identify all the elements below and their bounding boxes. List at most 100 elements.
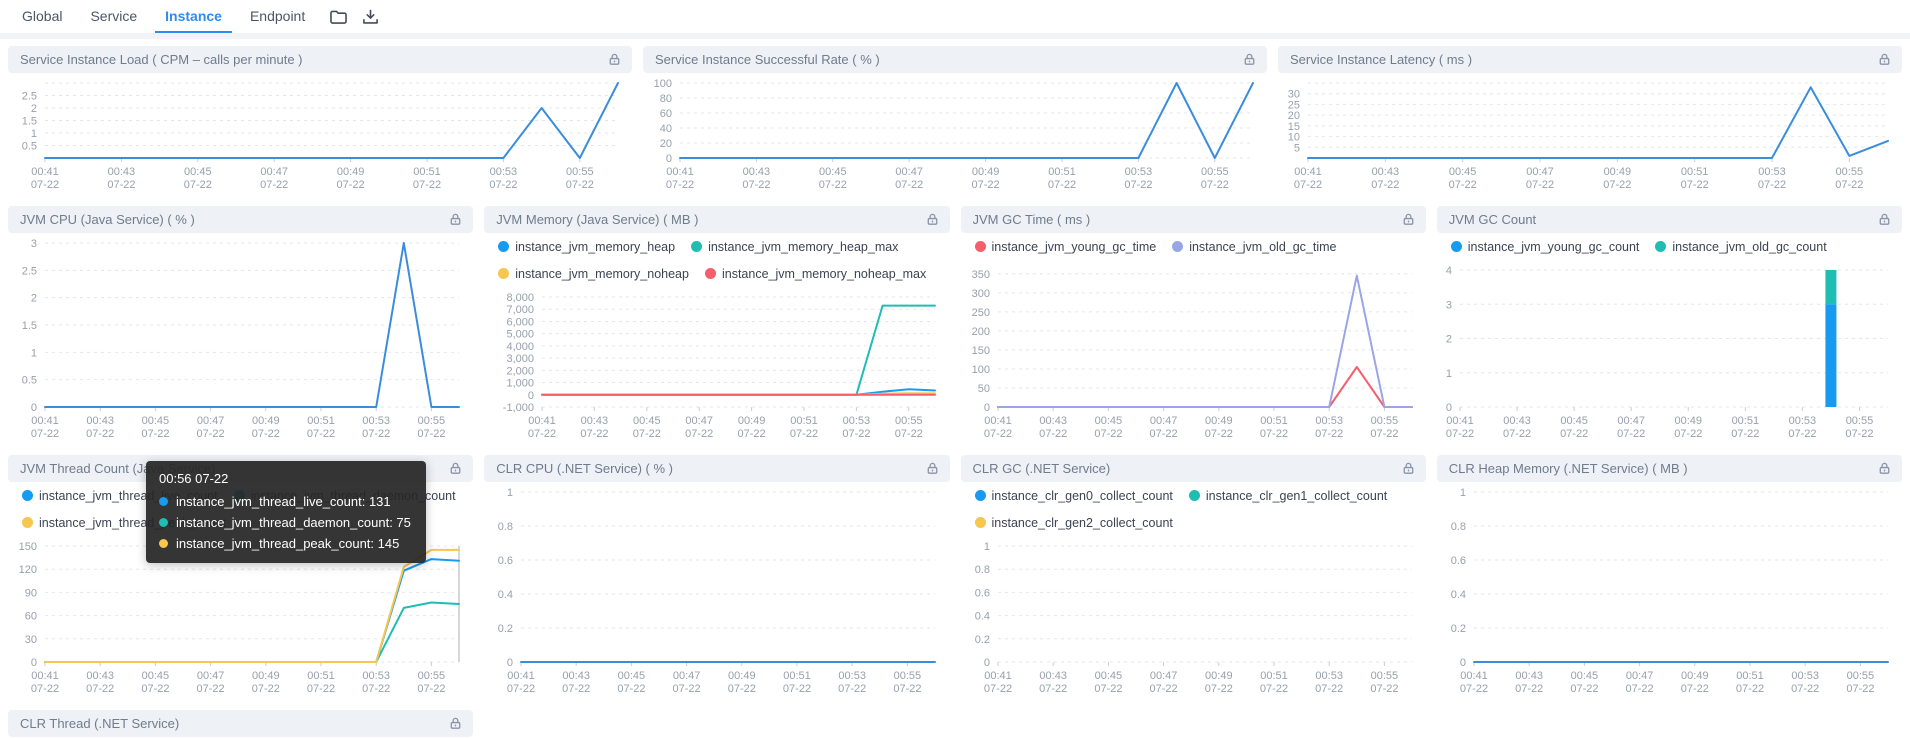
legend-item[interactable]: instance_jvm_memory_noheap (498, 267, 689, 281)
svg-text:0: 0 (983, 402, 989, 414)
chart-canvas[interactable]: 0123400:4107-2200:4307-2200:4507-2200:47… (1437, 260, 1902, 443)
legend-item[interactable]: instance_clr_gen1_collect_count (1188, 489, 1387, 503)
tooltip-dot (159, 497, 168, 506)
tab-global[interactable]: Global (12, 0, 72, 33)
svg-text:1.5: 1.5 (22, 116, 37, 128)
lock-icon[interactable] (1877, 52, 1892, 67)
chart-canvas[interactable]: 0.511.522.500:4107-2200:4307-2200:4507-2… (8, 73, 632, 194)
svg-text:0.4: 0.4 (498, 589, 513, 601)
chart-title: Service Instance Load ( CPM – calls per … (20, 52, 303, 67)
legend-row: instance_jvm_memory_heap instance_jvm_mem… (484, 233, 949, 260)
tab-label: Global (22, 7, 63, 24)
chart-title: Service Instance Latency ( ms ) (1290, 52, 1473, 67)
chart-canvas[interactable]: 5101520253000:4107-2200:4307-2200:4507-2… (1278, 73, 1902, 194)
legend-item[interactable]: instance_jvm_memory_noheap_max (704, 267, 926, 281)
svg-text:100: 100 (654, 78, 672, 90)
svg-text:07-22: 07-22 (413, 179, 441, 191)
svg-text:3: 3 (1446, 299, 1452, 311)
lock-icon[interactable] (925, 461, 940, 476)
svg-text:07-22: 07-22 (197, 428, 225, 440)
svg-text:00:49: 00:49 (1681, 670, 1709, 682)
svg-text:07-22: 07-22 (141, 428, 169, 440)
tab-service[interactable]: Service (80, 0, 147, 33)
legend-label: instance_jvm_old_gc_count (1672, 239, 1827, 254)
chart-canvas[interactable]: 00.20.40.60.8100:4107-2200:4307-2200:450… (961, 536, 1426, 698)
svg-text:00:55: 00:55 (1846, 670, 1874, 682)
svg-text:00:47: 00:47 (1626, 670, 1654, 682)
svg-text:07-22: 07-22 (1039, 683, 1067, 695)
legend-item[interactable]: instance_jvm_young_gc_count (1450, 240, 1639, 254)
chart-header: JVM CPU (Java Service) ( % ) (8, 206, 474, 233)
tooltip-dot (159, 518, 168, 527)
dashboard-grid: Service Instance Load ( CPM – calls per … (0, 39, 1910, 737)
lock-icon[interactable] (448, 461, 463, 476)
svg-text:07-22: 07-22 (895, 179, 923, 191)
chart-canvas[interactable]: 00.20.40.60.8100:4107-2200:4307-2200:450… (484, 482, 949, 698)
svg-text:00:51: 00:51 (1048, 166, 1076, 178)
svg-text:07-22: 07-22 (566, 179, 594, 191)
svg-text:2: 2 (31, 293, 37, 305)
chart-header: CLR GC (.NET Service) (960, 455, 1426, 482)
svg-text:07-22: 07-22 (260, 179, 288, 191)
legend-item[interactable]: instance_jvm_young_gc_time (974, 240, 1156, 254)
svg-text:00:53: 00:53 (1125, 166, 1153, 178)
chart-canvas[interactable]: 00.20.40.60.8100:4107-2200:4307-2200:450… (1437, 482, 1902, 698)
svg-text:0: 0 (666, 153, 672, 165)
lock-icon[interactable] (1877, 212, 1892, 227)
svg-text:07-22: 07-22 (1370, 683, 1398, 695)
legend-item[interactable]: instance_jvm_memory_heap (498, 240, 675, 254)
svg-text:00:51: 00:51 (413, 166, 441, 178)
lock-icon[interactable] (448, 716, 463, 731)
svg-text:07-22: 07-22 (1259, 428, 1287, 440)
svg-text:00:45: 00:45 (1449, 166, 1477, 178)
lock-icon[interactable] (448, 212, 463, 227)
lock-icon[interactable] (1242, 52, 1257, 67)
legend-dot (1450, 241, 1462, 252)
legend-item[interactable]: instance_jvm_memory_heap_max (691, 240, 898, 254)
chart-canvas[interactable]: 02040608010000:4107-2200:4307-2200:4507-… (643, 73, 1267, 194)
chart-canvas[interactable]: -1,00001,0002,0003,0004,0005,0006,0007,0… (484, 287, 949, 443)
lock-icon[interactable] (925, 212, 940, 227)
legend-label: instance_clr_gen2_collect_count (991, 515, 1173, 530)
legend-item[interactable]: instance_clr_gen0_collect_count (974, 489, 1173, 503)
svg-text:07-22: 07-22 (1731, 428, 1759, 440)
svg-text:-1,000: -1,000 (503, 402, 534, 414)
legend-dot (498, 241, 510, 252)
chart-canvas[interactable]: 05010015020025030035000:4107-2200:4307-2… (961, 260, 1426, 443)
lock-icon[interactable] (1401, 212, 1416, 227)
folder-icon[interactable] (329, 9, 348, 25)
lock-icon[interactable] (1877, 461, 1892, 476)
svg-text:07-22: 07-22 (742, 179, 770, 191)
chart-canvas[interactable]: 00.511.522.5300:4107-2200:4307-2200:4507… (8, 233, 473, 443)
chart-title: JVM CPU (Java Service) ( % ) (20, 212, 195, 227)
tab-endpoint[interactable]: Endpoint (240, 0, 315, 33)
legend-item[interactable]: instance_jvm_old_gc_time (1172, 240, 1337, 254)
svg-text:07-22: 07-22 (633, 428, 661, 440)
legend-item[interactable]: instance_jvm_old_gc_count (1655, 239, 1827, 254)
lock-icon[interactable] (1401, 461, 1416, 476)
svg-text:00:43: 00:43 (1515, 670, 1543, 682)
svg-text:0: 0 (31, 402, 37, 414)
tab-label: Endpoint (249, 7, 306, 24)
svg-text:07-22: 07-22 (618, 683, 646, 695)
svg-text:00:41: 00:41 (1446, 415, 1474, 427)
svg-text:250: 250 (971, 307, 989, 319)
svg-text:5,000: 5,000 (507, 329, 535, 341)
topbar-icons (329, 0, 379, 33)
svg-text:00:41: 00:41 (984, 415, 1012, 427)
svg-text:00:55: 00:55 (418, 670, 446, 682)
svg-text:00:49: 00:49 (1674, 415, 1702, 427)
tab-instance[interactable]: Instance (155, 0, 232, 33)
download-icon[interactable] (362, 9, 379, 25)
svg-text:07-22: 07-22 (1446, 428, 1474, 440)
svg-text:00:45: 00:45 (633, 415, 661, 427)
chart-canvas[interactable]: 030609012015000:4107-2200:4307-2200:4507… (8, 536, 473, 698)
svg-text:07-22: 07-22 (983, 683, 1011, 695)
legend-item[interactable]: instance_clr_gen2_collect_count (974, 515, 1173, 530)
svg-text:07-22: 07-22 (1094, 683, 1122, 695)
svg-text:00:43: 00:43 (86, 670, 114, 682)
svg-text:2.5: 2.5 (22, 265, 37, 277)
svg-text:07-22: 07-22 (728, 683, 756, 695)
lock-icon[interactable] (607, 52, 622, 67)
legend-label: instance_jvm_memory_noheap (515, 266, 689, 281)
